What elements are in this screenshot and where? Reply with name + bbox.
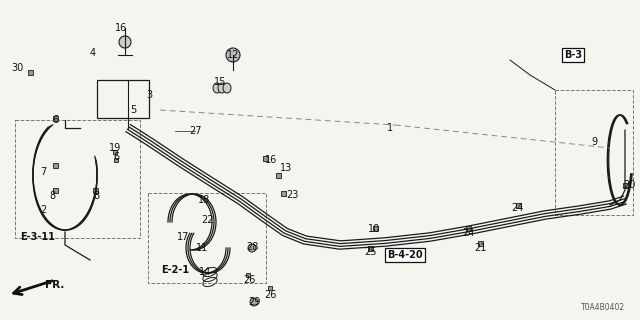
Text: 2: 2 [40,205,46,215]
Text: 18: 18 [198,195,210,205]
Text: T0A4B0402: T0A4B0402 [581,303,625,312]
Text: 10: 10 [368,224,380,234]
Bar [53,116,58,121]
Text: 14: 14 [199,267,211,277]
Bar [97,80,149,118]
Bar [15,120,140,238]
Text: 7: 7 [40,167,46,177]
Text: 20: 20 [623,180,635,190]
Text: 26: 26 [243,275,255,285]
Text: 21: 21 [474,243,486,253]
Text: B-4-20: B-4-20 [387,250,423,260]
Bar [53,163,58,168]
Text: 15: 15 [214,77,226,87]
Ellipse shape [213,83,221,93]
Text: 24: 24 [511,203,523,213]
Bar [113,150,117,154]
Bar [281,191,286,196]
Bar [516,203,521,208]
Bar [53,188,58,193]
Bar [466,226,471,231]
Text: 29: 29 [248,297,260,307]
Text: 4: 4 [90,48,96,58]
Bar [148,193,266,283]
Text: 27: 27 [189,126,201,136]
Text: 8: 8 [93,191,99,201]
Bar [623,183,628,188]
Bar [276,173,281,178]
Text: 16: 16 [265,155,277,165]
Text: 13: 13 [280,163,292,173]
Circle shape [250,298,258,306]
Bar [246,273,250,277]
Circle shape [226,48,240,62]
Text: 9: 9 [591,137,597,147]
Circle shape [248,244,256,252]
Text: E-3-11: E-3-11 [20,232,56,242]
Text: B-3: B-3 [564,50,582,60]
Bar [555,90,633,215]
Text: 3: 3 [146,90,152,100]
Bar [263,156,268,161]
Bar [478,241,483,246]
Text: 1: 1 [387,123,393,133]
Text: 24: 24 [462,228,474,238]
Bar [373,226,378,231]
Text: 22: 22 [201,215,213,225]
Text: 6: 6 [113,152,119,162]
Bar [114,158,118,162]
Text: 5: 5 [130,105,136,115]
Text: 19: 19 [109,143,121,153]
Text: 8: 8 [49,191,55,201]
Text: 23: 23 [286,190,298,200]
Text: 26: 26 [264,290,276,300]
Text: 28: 28 [246,242,258,252]
Text: FR.: FR. [45,280,65,290]
Bar [93,188,98,193]
Text: 12: 12 [227,50,239,60]
Bar [368,246,373,251]
Text: E-2-1: E-2-1 [161,265,189,275]
Ellipse shape [218,83,226,93]
Ellipse shape [223,83,231,93]
Text: 11: 11 [196,243,208,253]
Bar [28,70,33,75]
Circle shape [119,36,131,48]
Text: 16: 16 [115,23,127,33]
Bar [268,286,272,290]
Text: 30: 30 [11,63,23,73]
Text: 25: 25 [364,247,376,257]
Text: 17: 17 [177,232,189,242]
Text: 6: 6 [52,115,58,125]
